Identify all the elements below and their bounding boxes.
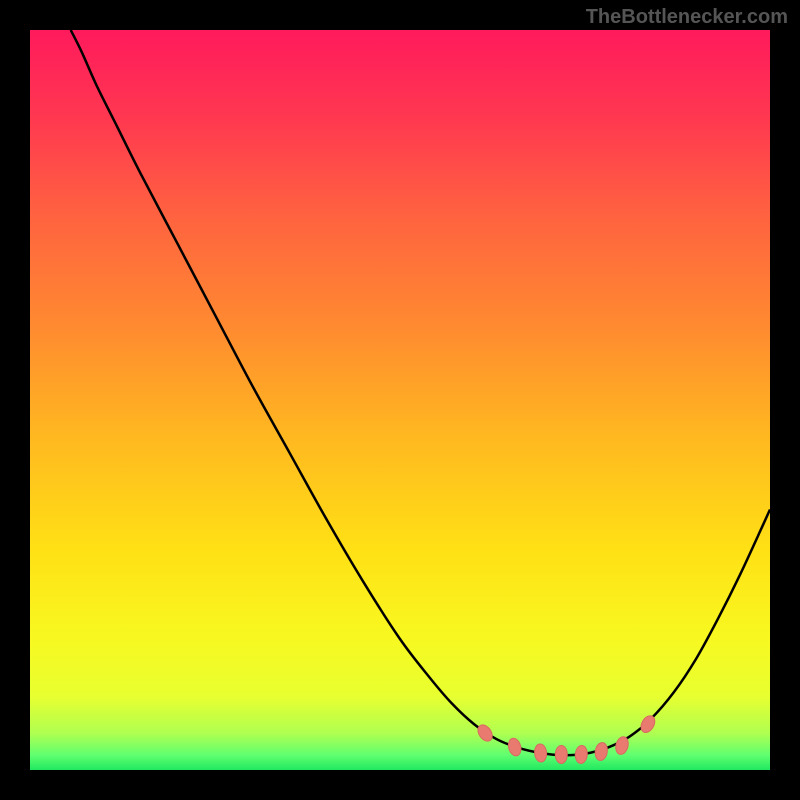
curve-marker	[507, 737, 523, 757]
bottleneck-curve	[71, 30, 770, 755]
watermark-text: TheBottlenecker.com	[586, 6, 788, 29]
curve-marker	[575, 745, 589, 764]
plot-area	[30, 30, 770, 770]
curve-layer	[30, 30, 770, 770]
curve-marker	[555, 745, 567, 763]
curve-marker	[475, 722, 495, 744]
curve-marker	[594, 742, 609, 762]
frame-left	[0, 0, 30, 800]
curve-marker	[534, 743, 548, 762]
frame-right	[770, 0, 800, 800]
marker-group	[475, 713, 658, 764]
frame-bottom	[0, 770, 800, 800]
